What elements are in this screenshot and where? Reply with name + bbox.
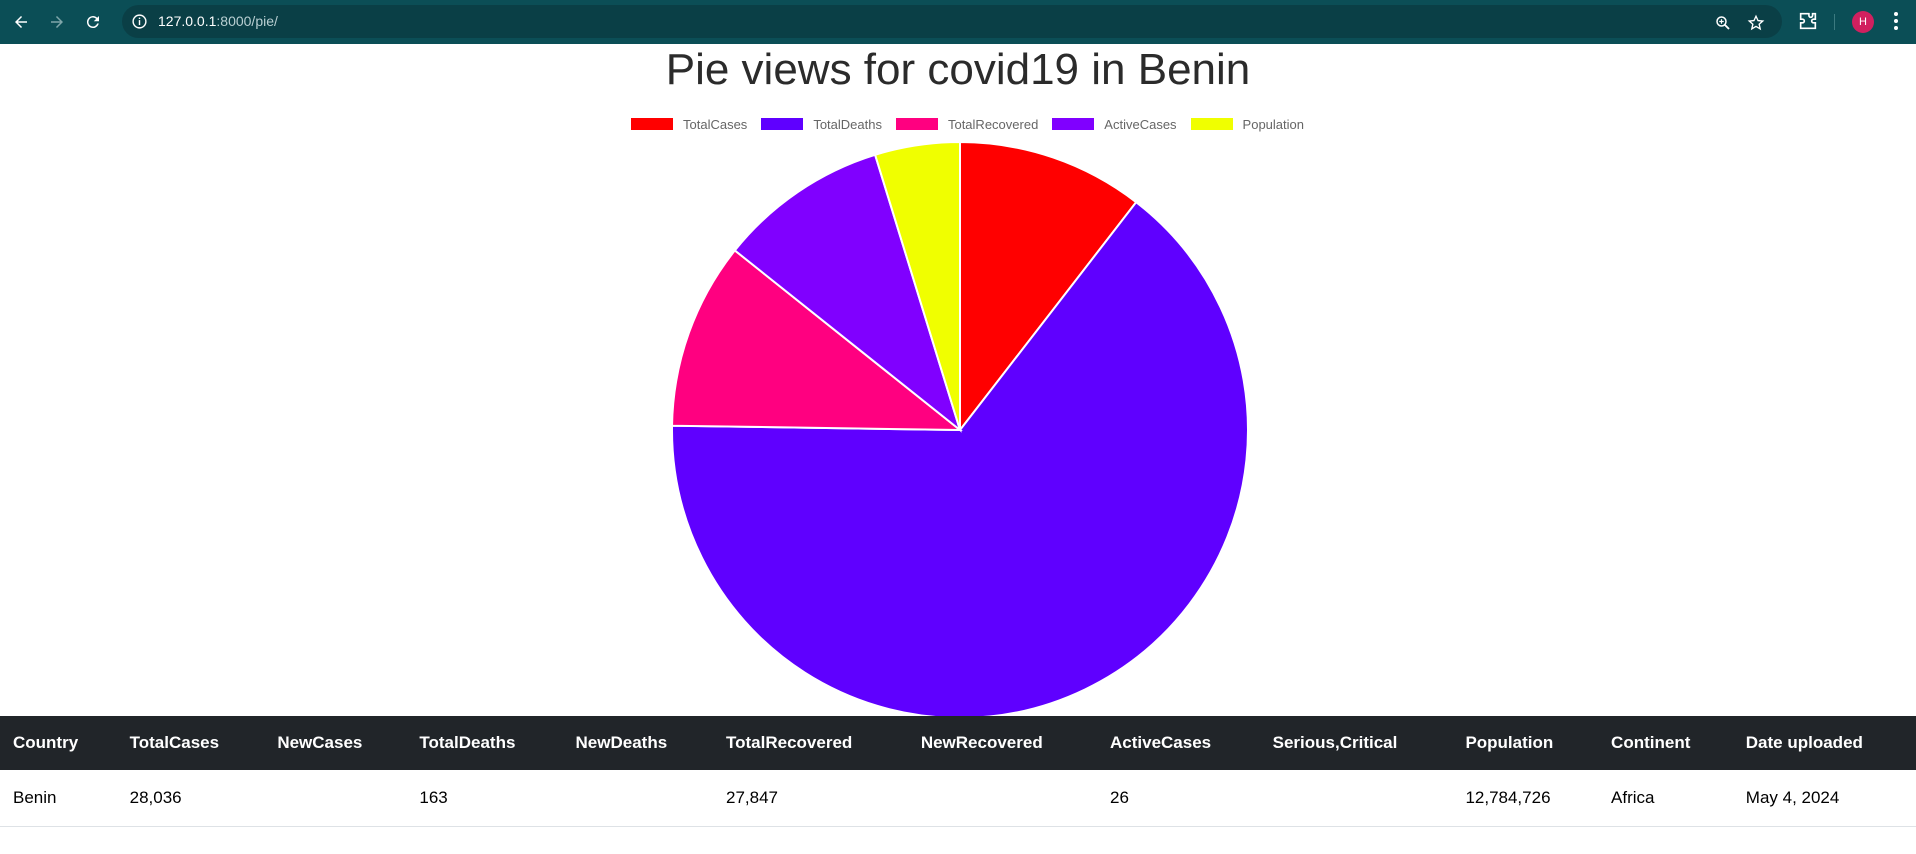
legend-swatch xyxy=(895,118,938,130)
url-host: 127.0.0.1 xyxy=(158,13,217,29)
legend-item-totalrecovered[interactable]: TotalRecovered xyxy=(895,116,1039,132)
legend-item-population[interactable]: Population xyxy=(1190,116,1304,132)
page-title: Pie views for covid19 in Benin xyxy=(665,45,1251,94)
legend-label: ActiveCases xyxy=(1104,116,1177,132)
pie-slice-activecases[interactable] xyxy=(733,153,962,433)
table-header-row: Country TotalCases NewCases TotalDeaths NewD… xyxy=(0,716,1916,770)
table-cell: Africa xyxy=(1598,770,1733,827)
reload-button[interactable] xyxy=(81,10,105,34)
column-header: Population xyxy=(1452,716,1599,770)
table-cell: May 4, 2024 xyxy=(1732,770,1916,827)
legend-label: TotalDeaths xyxy=(813,116,882,132)
table-cell xyxy=(264,770,407,827)
legend-swatch xyxy=(631,118,673,130)
table-cell: 26 xyxy=(1097,770,1260,827)
address-bar[interactable]: 127.0.0.1:8000/pie/ xyxy=(122,5,1782,38)
profile-avatar[interactable]: H xyxy=(1852,11,1874,33)
table-cell xyxy=(1259,770,1453,827)
column-header: TotalDeaths xyxy=(406,716,563,770)
column-header: Continent xyxy=(1598,716,1733,770)
column-header: TotalRecovered xyxy=(713,716,908,770)
table-cell: 12,784,726 xyxy=(1452,770,1599,827)
legend-swatch xyxy=(761,118,804,130)
back-button[interactable] xyxy=(9,10,33,34)
forward-arrow-icon xyxy=(51,16,63,28)
reload-icon xyxy=(86,16,99,29)
column-header: ActiveCases xyxy=(1097,716,1260,770)
column-header: NewDeaths xyxy=(562,716,713,770)
forward-button[interactable] xyxy=(45,10,69,34)
bookmark-star-icon[interactable] xyxy=(1747,14,1765,32)
table-cell xyxy=(562,770,713,827)
column-header: Serious,Critical xyxy=(1259,716,1453,770)
legend-label: TotalCases xyxy=(683,116,748,132)
pie-slice-totalrecovered[interactable] xyxy=(671,249,963,432)
data-table-container: Country TotalCases NewCases TotalDeaths NewD… xyxy=(0,716,1916,827)
table-cell: 27,847 xyxy=(713,770,908,827)
table-cell: 28,036 xyxy=(116,770,265,827)
table-cell xyxy=(907,770,1097,827)
column-header: TotalCases xyxy=(116,716,265,770)
pie-chart xyxy=(671,140,1249,719)
toolbar-divider xyxy=(1834,14,1835,30)
chart-legend: TotalCases TotalDeaths TotalRecovered Activ… xyxy=(631,116,1318,132)
site-info-icon[interactable] xyxy=(131,13,148,30)
table-row: Benin 28,036 163 27,847 26 12,784,726 Africa Ma… xyxy=(0,770,1916,827)
zoom-icon[interactable] xyxy=(1714,14,1732,32)
table-cell: Benin xyxy=(0,770,117,827)
table-body: Benin 28,036 163 27,847 26 12,784,726 Africa Ma… xyxy=(0,770,1916,827)
extensions-puzzle-icon[interactable] xyxy=(1797,10,1819,32)
column-header: NewCases xyxy=(264,716,407,770)
legend-item-activecases[interactable]: ActiveCases xyxy=(1052,116,1177,132)
column-header: Date uploaded xyxy=(1732,716,1916,770)
legend-label: TotalRecovered xyxy=(947,116,1039,132)
legend-item-totaldeaths[interactable]: TotalDeaths xyxy=(761,117,882,132)
pie-slice-totalcases[interactable] xyxy=(959,140,1138,433)
table-cell: 163 xyxy=(406,770,563,827)
column-header: Country xyxy=(0,716,117,770)
pie-slice-totaldeaths[interactable] xyxy=(671,200,1249,719)
legend-swatch xyxy=(1052,118,1095,130)
url-text[interactable]: 127.0.0.1:8000/pie/ xyxy=(158,13,278,29)
column-header: NewRecovered xyxy=(907,716,1097,770)
legend-label: Population xyxy=(1242,116,1304,132)
pie-slice-population[interactable] xyxy=(873,140,961,431)
covid-data-table: Country TotalCases NewCases TotalDeaths NewD… xyxy=(0,716,1916,827)
more-options-icon[interactable] xyxy=(1892,10,1900,32)
legend-swatch xyxy=(1190,118,1233,130)
url-path: :8000/pie/ xyxy=(216,13,278,29)
legend-item-totalcases[interactable]: TotalCases xyxy=(631,117,747,132)
back-arrow-icon xyxy=(15,16,27,28)
browser-toolbar: 127.0.0.1:8000/pie/ H xyxy=(0,0,1916,44)
